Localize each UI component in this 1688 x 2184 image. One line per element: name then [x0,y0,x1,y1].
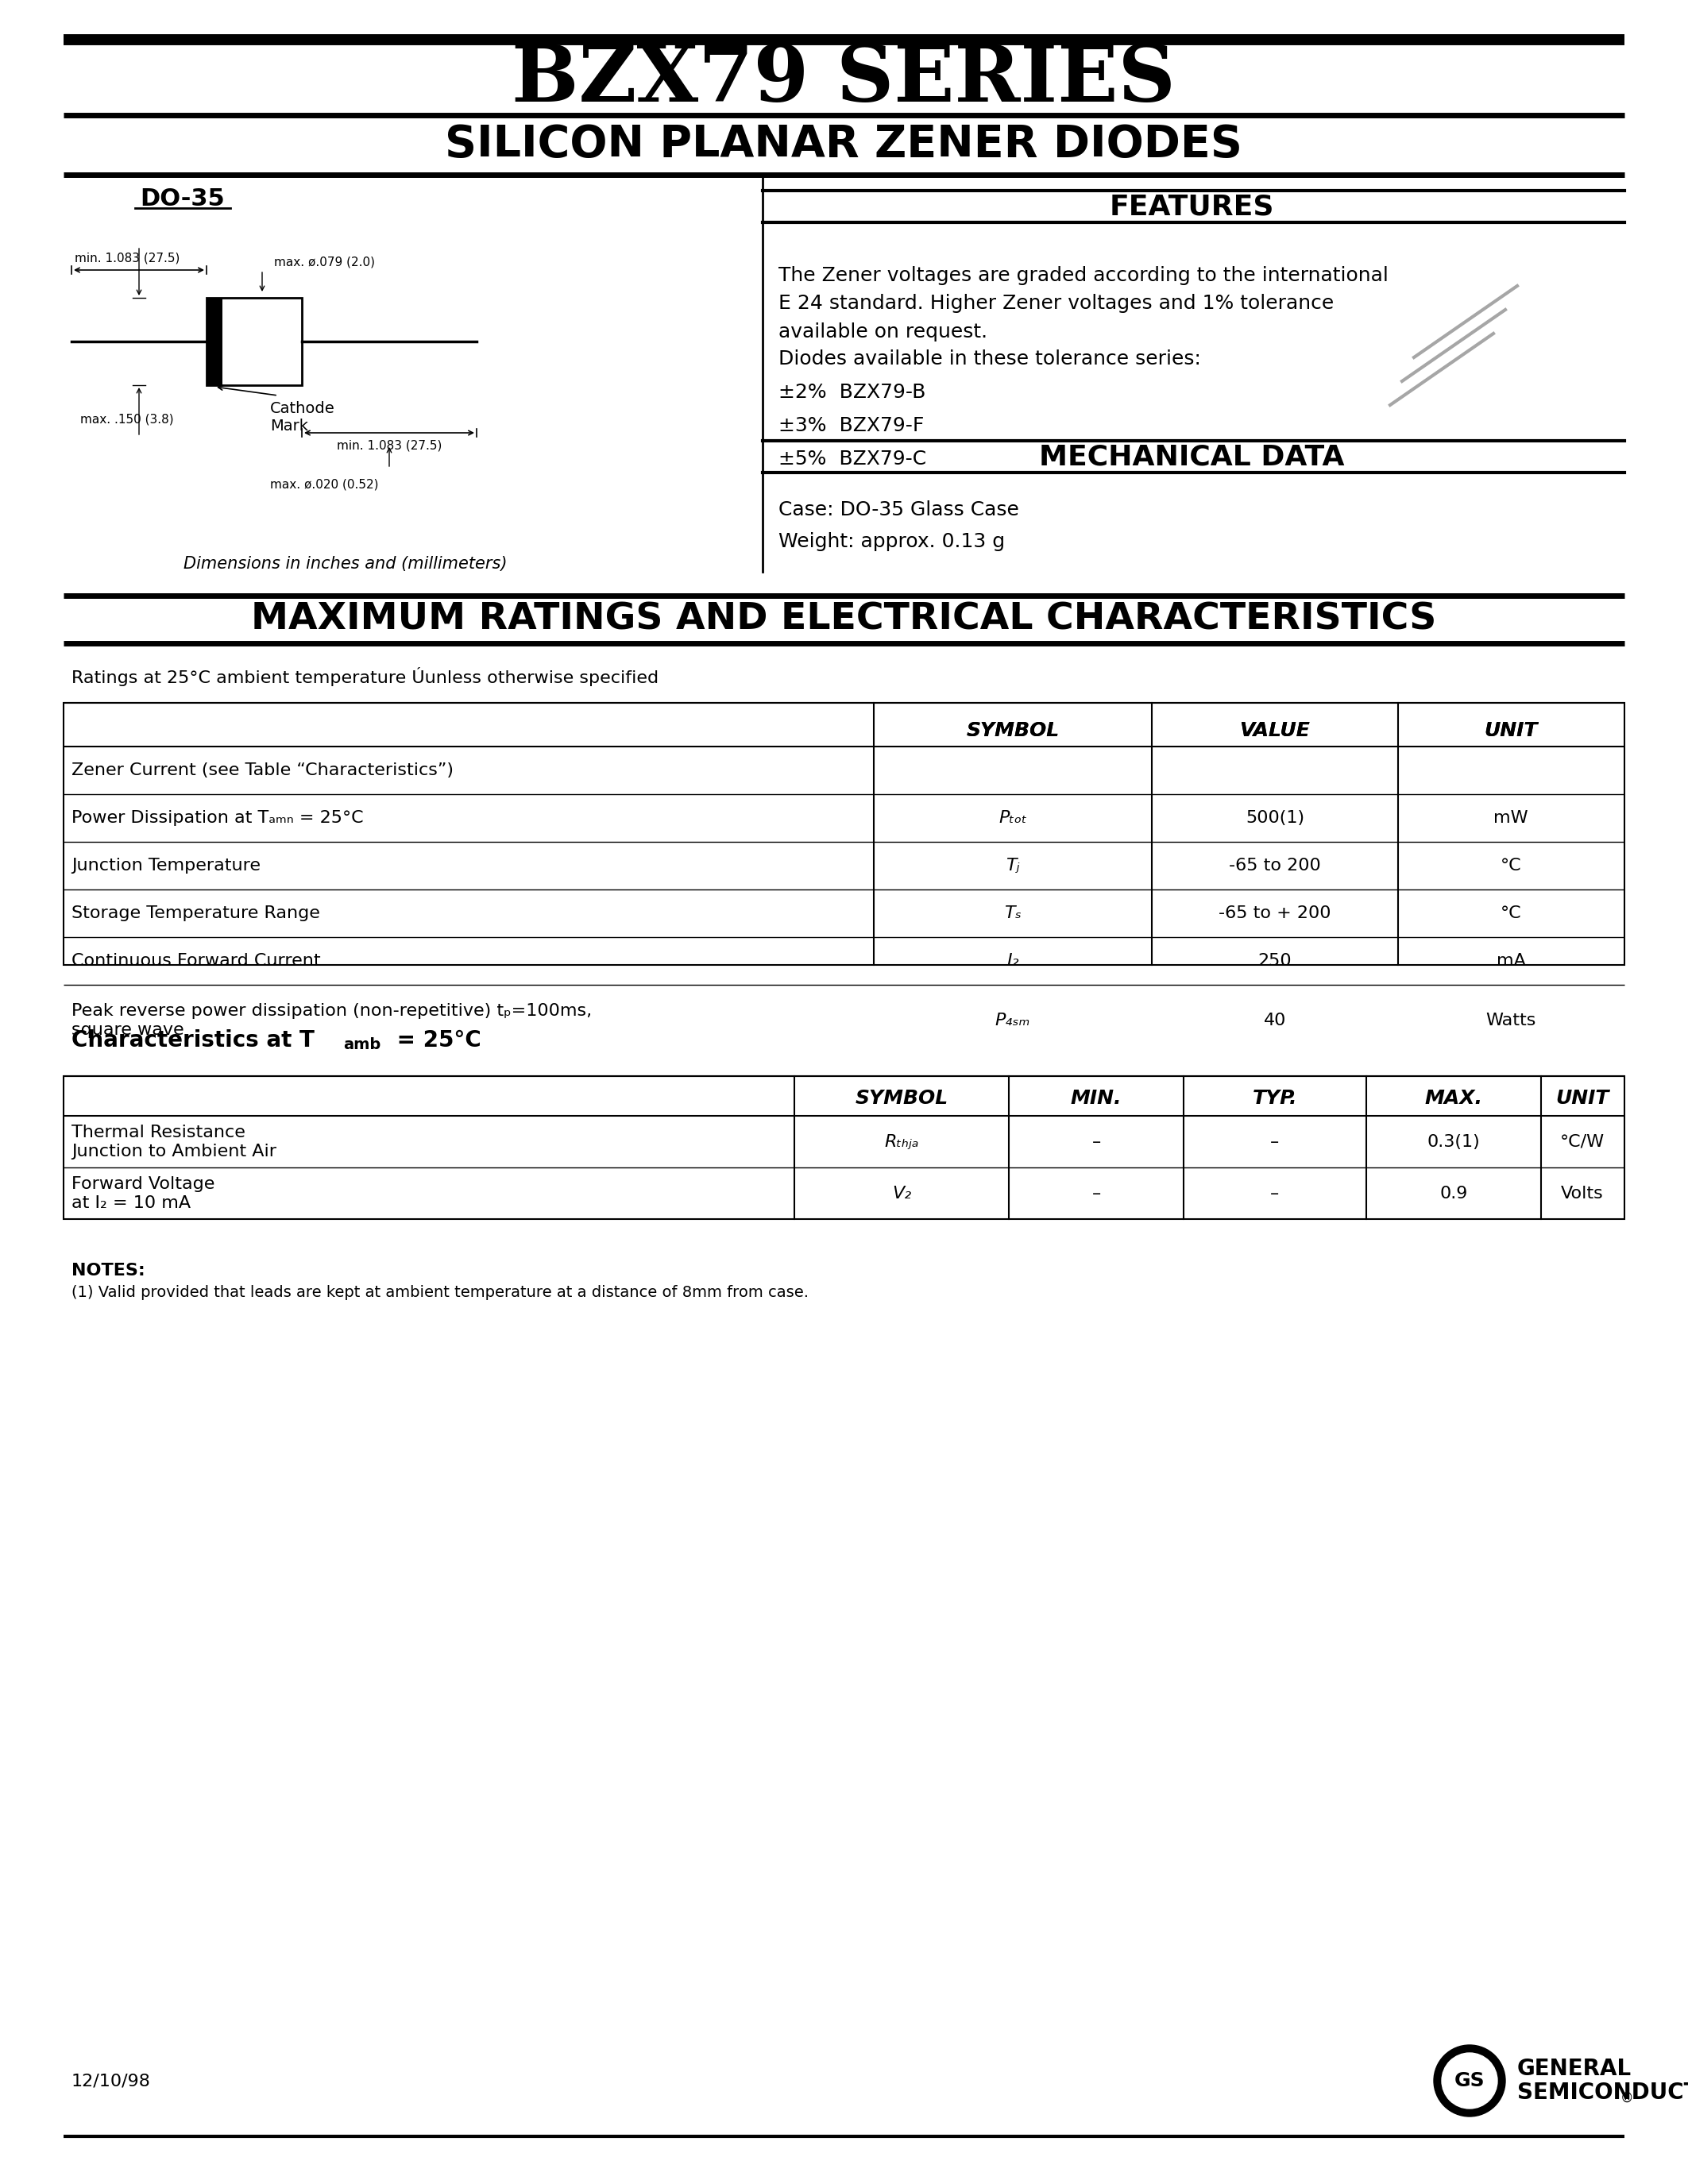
Text: ±2%  BZX79-B: ±2% BZX79-B [778,382,925,402]
Text: square wave: square wave [71,1022,184,1037]
Text: Forward Voltage: Forward Voltage [71,1175,214,1192]
Text: ±3%  BZX79-F: ±3% BZX79-F [778,417,923,435]
Bar [64,703,1624,965]
Text: °C: °C [1501,906,1521,922]
Text: min. 1.083 (27.5): min. 1.083 (27.5) [74,251,179,264]
Text: Peak reverse power dissipation (non-repetitive) tₚ=100ms,: Peak reverse power dissipation (non-repe… [71,1002,592,1020]
Text: amb: amb [343,1037,381,1053]
Text: Weight: approx. 0.13 g: Weight: approx. 0.13 g [778,533,1004,550]
Text: MECHANICAL DATA: MECHANICAL DATA [1038,443,1344,470]
Text: I₂: I₂ [1006,952,1020,970]
Text: Volts: Volts [1561,1186,1604,1201]
Text: TYP.: TYP. [1252,1090,1298,1107]
Text: Tⱼ: Tⱼ [1006,858,1020,874]
Text: Rₜₕⱼₐ: Rₜₕⱼₐ [885,1133,918,1149]
Text: MAXIMUM RATINGS AND ELECTRICAL CHARACTERISTICS: MAXIMUM RATINGS AND ELECTRICAL CHARACTER… [252,601,1436,638]
Bar [206,297,302,384]
Text: DO-35: DO-35 [140,188,225,210]
Text: 500(1): 500(1) [1246,810,1305,826]
Text: Watts: Watts [1485,1013,1536,1029]
Text: Thermal Resistance: Thermal Resistance [71,1125,245,1140]
Text: mW: mW [1494,810,1528,826]
Text: 250: 250 [1258,952,1291,970]
Text: °C/W: °C/W [1560,1133,1605,1149]
Text: 0.3(1): 0.3(1) [1426,1133,1480,1149]
Text: Power Dissipation at Tₐₘₙ = 25°C: Power Dissipation at Tₐₘₙ = 25°C [71,810,363,826]
Text: (1) Valid provided that leads are kept at ambient temperature at a distance of 8: (1) Valid provided that leads are kept a… [71,1284,809,1299]
Text: 0.9: 0.9 [1440,1186,1469,1201]
Text: NOTES:: NOTES: [71,1262,145,1278]
Text: Ratings at 25°C ambient temperature Úunless otherwise specified: Ratings at 25°C ambient temperature Úunl… [71,666,658,686]
Text: = 25°C: = 25°C [390,1029,481,1051]
Text: SYMBOL: SYMBOL [856,1090,949,1107]
Text: SYMBOL: SYMBOL [966,721,1060,740]
Text: MIN.: MIN. [1070,1090,1123,1107]
Text: max. ø.079 (2.0): max. ø.079 (2.0) [273,256,375,269]
Text: VALUE: VALUE [1239,721,1310,740]
Text: Characteristics at T: Characteristics at T [71,1029,314,1051]
Text: at I₂ = 10 mA: at I₂ = 10 mA [71,1195,191,1210]
Text: V₂: V₂ [891,1186,912,1201]
Circle shape [1442,2053,1497,2108]
Text: VALUE: VALUE [1239,721,1310,740]
Text: Junction Temperature: Junction Temperature [71,858,260,874]
Text: –: – [1092,1133,1101,1149]
Text: Dimensions in inches and (millimeters): Dimensions in inches and (millimeters) [184,557,508,572]
Text: Storage Temperature Range: Storage Temperature Range [71,906,321,922]
Text: MAX.: MAX. [1425,1090,1482,1107]
Text: P₄ₛₘ: P₄ₛₘ [996,1013,1030,1029]
Text: max. ø.020 (0.52): max. ø.020 (0.52) [270,478,378,489]
Text: The Zener voltages are graded according to the international
E 24 standard. High: The Zener voltages are graded according … [778,266,1389,341]
Text: Junction to Ambient Air: Junction to Ambient Air [71,1142,277,1160]
Text: Cathode
Mark: Cathode Mark [270,402,334,435]
Text: SEMICONDUCTOR: SEMICONDUCTOR [1518,2081,1688,2103]
Text: ®: ® [1620,2090,1634,2105]
Text: ±5%  BZX79-C: ±5% BZX79-C [778,450,927,470]
Text: –: – [1092,1186,1101,1201]
Text: GENERAL: GENERAL [1518,2057,1632,2079]
Text: Pₜₒₜ: Pₜₒₜ [999,810,1026,826]
Text: Zener Current (see Table “Characteristics”): Zener Current (see Table “Characteristic… [71,762,454,778]
Text: Continuous Forward Current: Continuous Forward Current [71,952,321,970]
Text: –: – [1271,1186,1280,1201]
Text: GS: GS [1455,2070,1485,2090]
Text: UNIT: UNIT [1484,721,1538,740]
Bar [64,1077,1624,1219]
Text: -65 to + 200: -65 to + 200 [1219,906,1332,922]
Circle shape [1433,2044,1506,2116]
Text: Diodes available in these tolerance series:: Diodes available in these tolerance seri… [778,349,1200,369]
Text: 40: 40 [1264,1013,1286,1029]
Text: BZX79 SERIES: BZX79 SERIES [511,41,1175,118]
Text: -65 to 200: -65 to 200 [1229,858,1322,874]
Bar [206,297,223,384]
Text: min. 1.083 (27.5): min. 1.083 (27.5) [336,439,442,452]
Text: –: – [1271,1133,1280,1149]
Text: UNIT: UNIT [1556,1090,1609,1107]
Text: SILICON PLANAR ZENER DIODES: SILICON PLANAR ZENER DIODES [446,122,1242,166]
Text: Tₛ: Tₛ [1004,906,1021,922]
Text: mA: mA [1496,952,1526,970]
Text: SYMBOL: SYMBOL [966,721,1060,740]
Text: °C: °C [1501,858,1521,874]
Text: FEATURES: FEATURES [1109,192,1274,221]
Text: UNIT: UNIT [1484,721,1538,740]
Text: Case: DO-35 Glass Case: Case: DO-35 Glass Case [778,500,1020,520]
Text: max. .150 (3.8): max. .150 (3.8) [81,413,174,426]
Text: 12/10/98: 12/10/98 [71,2073,150,2088]
